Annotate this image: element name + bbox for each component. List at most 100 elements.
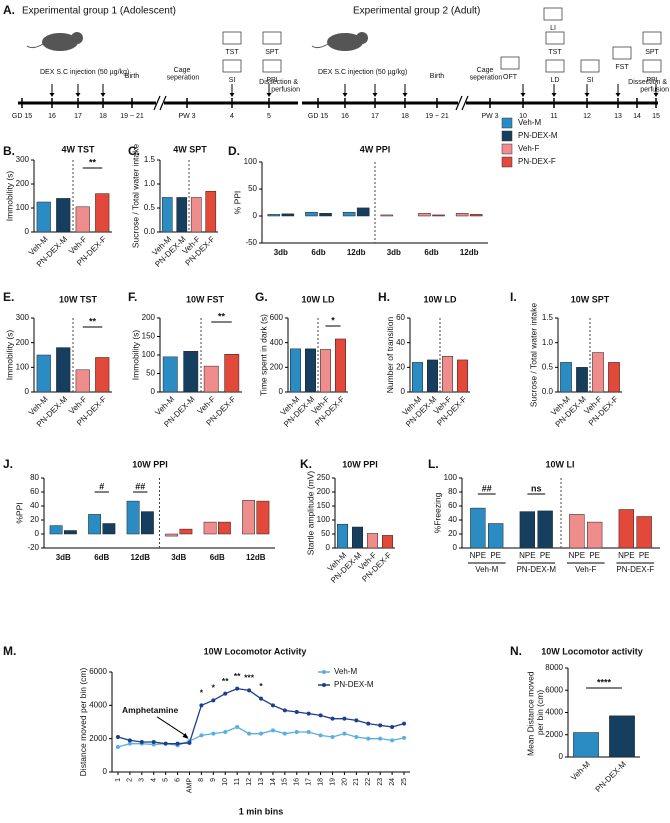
x-axis-label: 1 min bins <box>239 806 284 816</box>
axis-break-mark <box>461 95 469 111</box>
point <box>402 721 407 726</box>
bar <box>469 214 483 217</box>
timeline-tick-label: 19 ~ 21 <box>120 113 144 120</box>
timeline-tick-label: PW 3 <box>481 113 498 120</box>
point <box>223 730 228 734</box>
chart-title: 10W SPT <box>571 294 610 304</box>
y-tick-label: 50 <box>248 184 257 193</box>
significance-label: ** <box>234 671 241 681</box>
arrow-head <box>75 93 81 97</box>
x-tick-label: 17 <box>306 778 313 786</box>
bar <box>36 201 51 233</box>
bar <box>75 206 90 233</box>
mouse-head <box>356 32 368 44</box>
bar <box>205 190 217 233</box>
point <box>151 740 156 744</box>
point <box>390 738 395 743</box>
bar <box>203 365 219 393</box>
y-tick-label: 0 <box>559 752 564 761</box>
x-tick-label: 12dB <box>130 553 150 562</box>
y-tick-label: 0 <box>35 529 40 538</box>
group-label: PN-DEX-M <box>516 565 556 574</box>
x-tick-label: 3dB <box>56 553 71 562</box>
timeline-tick-label: 17 <box>74 113 82 120</box>
y-axis-label: Immobility (s) <box>4 171 14 222</box>
y-tick-label: 40 <box>30 501 39 510</box>
chart-title: 10W LD <box>301 294 335 304</box>
test-icon <box>580 59 600 73</box>
test-label: LI <box>550 25 556 32</box>
y-tick-label: 1.0 <box>542 338 554 347</box>
arrow-head <box>49 93 55 97</box>
significance-label: * <box>259 681 263 691</box>
y-tick-label: 2000 <box>89 734 107 743</box>
bar <box>576 367 588 393</box>
y-tick-label: 0.5 <box>542 362 554 371</box>
x-tick-label: 3db <box>387 248 401 257</box>
bar <box>335 338 346 393</box>
test-icon <box>262 59 282 73</box>
bar <box>455 213 469 217</box>
x-tick-label: PE <box>589 551 600 560</box>
point <box>270 703 275 708</box>
birth-label: Birth <box>125 73 140 80</box>
y-tick-label: 80 <box>30 473 39 482</box>
bar <box>618 509 635 549</box>
y-tick-label: 6000 <box>89 667 107 676</box>
axis-break <box>458 99 466 107</box>
axis-break-mark <box>153 95 161 111</box>
mouse-icon <box>42 33 78 51</box>
annotation-arrow-head <box>182 732 189 739</box>
test-label: SI <box>587 77 594 84</box>
panel-letter: B. <box>3 144 15 158</box>
bar <box>608 362 620 393</box>
y-axis-label: Sucrose / Total water intake <box>528 303 538 408</box>
bar <box>176 197 188 233</box>
bar <box>305 211 318 217</box>
legend-swatch <box>501 117 513 129</box>
test-icon <box>500 56 520 70</box>
cage-label: Cage seperation <box>470 67 503 82</box>
point <box>187 740 192 745</box>
birth-label: Birth <box>430 73 445 80</box>
bar <box>636 516 652 549</box>
x-tick-label: 16 <box>294 778 301 786</box>
arrow-head <box>100 93 106 97</box>
bar <box>141 511 154 535</box>
bar <box>519 511 536 549</box>
arrow-head <box>520 93 526 97</box>
chart-title: 4W PPI <box>360 144 391 154</box>
timeline-tick-label: PW 3 <box>178 113 195 120</box>
point <box>235 725 240 729</box>
chart-title: 10W Locomotor activity <box>541 646 643 656</box>
x-tick-label: PN-DEX-M <box>594 759 629 794</box>
point <box>330 735 335 739</box>
arrow-head <box>584 93 590 97</box>
y-tick-label: 0 <box>453 543 458 552</box>
end-label: Dissection & perfusion <box>259 79 300 94</box>
test-label: TST <box>225 49 239 56</box>
bar <box>267 214 281 217</box>
bar <box>427 359 438 393</box>
x-tick-label: NPE <box>519 551 535 560</box>
significance-label: ** <box>89 157 97 167</box>
legend-swatch-dot <box>322 683 326 687</box>
bar <box>95 193 110 233</box>
y-axis-label: Distance moved per bin (cm) <box>78 668 88 777</box>
significance-label: * <box>212 683 216 693</box>
mouse-head <box>71 32 83 44</box>
test-icon <box>642 59 662 73</box>
y-tick-label: 0 <box>279 387 284 396</box>
bar <box>242 500 255 535</box>
y-tick-label: 100 <box>317 515 331 524</box>
timeline-tick-label: 12 <box>583 113 591 120</box>
bar <box>88 514 101 535</box>
x-tick-label: NPE <box>618 551 634 560</box>
y-tick-label: 100 <box>16 362 30 371</box>
y-tick-label: -20 <box>27 543 39 552</box>
y-tick-label: 8000 <box>545 663 563 672</box>
y-tick-label: 300 <box>16 313 30 322</box>
test-icon <box>612 46 632 60</box>
x-tick-label: 6 <box>174 778 181 782</box>
timeline-tick-label: GD 15 <box>12 113 32 120</box>
